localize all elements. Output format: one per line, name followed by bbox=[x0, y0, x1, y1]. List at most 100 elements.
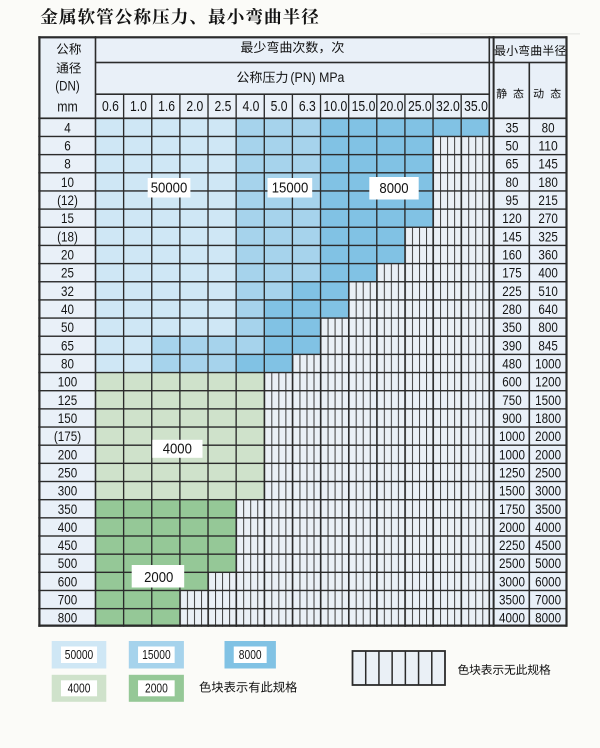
svg-text:350: 350 bbox=[58, 502, 77, 518]
svg-text:510: 510 bbox=[538, 284, 557, 300]
svg-text:350: 350 bbox=[502, 320, 521, 336]
svg-text:110: 110 bbox=[538, 139, 557, 155]
svg-text:20: 20 bbox=[61, 248, 74, 264]
svg-text:32: 32 bbox=[61, 284, 74, 300]
svg-text:mm: mm bbox=[57, 98, 78, 115]
svg-text:750: 750 bbox=[502, 393, 521, 409]
svg-text:(PN) MPa: (PN) MPa bbox=[290, 70, 344, 85]
svg-text:50: 50 bbox=[61, 320, 74, 336]
svg-text:5.0: 5.0 bbox=[271, 98, 288, 115]
svg-text:65: 65 bbox=[506, 157, 519, 173]
svg-text:700: 700 bbox=[58, 593, 77, 609]
svg-text:450: 450 bbox=[58, 538, 77, 554]
svg-text:10: 10 bbox=[61, 175, 74, 191]
svg-text:15000: 15000 bbox=[272, 181, 309, 197]
svg-text:800: 800 bbox=[58, 611, 77, 627]
svg-text:145: 145 bbox=[502, 229, 521, 245]
svg-text:3000: 3000 bbox=[535, 484, 561, 500]
svg-text:1000: 1000 bbox=[535, 357, 561, 373]
svg-text:7000: 7000 bbox=[535, 593, 561, 609]
svg-text:145: 145 bbox=[538, 157, 557, 173]
svg-text:10.0: 10.0 bbox=[324, 98, 348, 115]
svg-text:80: 80 bbox=[506, 175, 519, 191]
svg-text:65: 65 bbox=[61, 338, 74, 354]
svg-text:50: 50 bbox=[506, 139, 519, 155]
svg-text:1000: 1000 bbox=[499, 429, 525, 445]
svg-text:250: 250 bbox=[58, 465, 77, 481]
svg-text:225: 225 bbox=[502, 284, 521, 300]
svg-text:(18): (18) bbox=[57, 229, 78, 245]
svg-text:4500: 4500 bbox=[535, 538, 561, 554]
svg-text:(175): (175) bbox=[54, 429, 81, 445]
svg-text:4000: 4000 bbox=[68, 682, 91, 696]
svg-text:4.0: 4.0 bbox=[243, 98, 260, 115]
svg-text:1.6: 1.6 bbox=[158, 98, 175, 115]
svg-text:1500: 1500 bbox=[535, 393, 561, 409]
svg-text:80: 80 bbox=[542, 120, 555, 136]
svg-text:2.0: 2.0 bbox=[186, 98, 203, 115]
svg-text:1500: 1500 bbox=[499, 484, 525, 500]
svg-text:200: 200 bbox=[58, 447, 77, 463]
svg-text:4000: 4000 bbox=[163, 441, 192, 457]
svg-text:20.0: 20.0 bbox=[380, 98, 404, 115]
svg-text:4000: 4000 bbox=[499, 611, 525, 627]
svg-text:2000: 2000 bbox=[144, 570, 173, 586]
svg-text:150: 150 bbox=[58, 411, 77, 427]
svg-text:25: 25 bbox=[61, 266, 74, 282]
svg-text:360: 360 bbox=[538, 248, 557, 264]
svg-text:35.0: 35.0 bbox=[464, 98, 488, 115]
svg-text:4000: 4000 bbox=[535, 520, 561, 536]
svg-text:280: 280 bbox=[502, 302, 521, 318]
svg-text:15.0: 15.0 bbox=[352, 98, 376, 115]
svg-text:125: 125 bbox=[58, 393, 77, 409]
svg-text:2250: 2250 bbox=[499, 538, 525, 554]
svg-text:3000: 3000 bbox=[499, 574, 525, 590]
svg-text:32.0: 32.0 bbox=[436, 98, 460, 115]
svg-text:95: 95 bbox=[506, 193, 519, 209]
svg-text:3500: 3500 bbox=[535, 502, 561, 518]
svg-text:400: 400 bbox=[58, 520, 77, 536]
svg-text:1.0: 1.0 bbox=[130, 98, 147, 115]
svg-text:40: 40 bbox=[61, 302, 74, 318]
svg-text:325: 325 bbox=[538, 229, 557, 245]
svg-text:50000: 50000 bbox=[65, 648, 94, 662]
svg-text:120: 120 bbox=[502, 211, 521, 227]
svg-text:900: 900 bbox=[502, 411, 521, 427]
svg-text:175: 175 bbox=[502, 266, 521, 282]
svg-text:400: 400 bbox=[538, 266, 557, 282]
svg-text:2000: 2000 bbox=[499, 520, 525, 536]
svg-text:160: 160 bbox=[502, 248, 521, 264]
svg-text:8000: 8000 bbox=[239, 648, 262, 662]
svg-text:480: 480 bbox=[502, 357, 521, 373]
svg-text:100: 100 bbox=[58, 375, 77, 391]
svg-text:845: 845 bbox=[538, 338, 557, 354]
svg-text:4: 4 bbox=[64, 120, 71, 136]
svg-text:6.3: 6.3 bbox=[299, 98, 316, 115]
svg-text:8000: 8000 bbox=[379, 181, 408, 197]
svg-text:2000: 2000 bbox=[145, 682, 168, 696]
svg-text:1200: 1200 bbox=[535, 375, 561, 391]
svg-text:35: 35 bbox=[506, 120, 519, 136]
svg-text:6000: 6000 bbox=[535, 574, 561, 590]
svg-text:6: 6 bbox=[64, 139, 71, 155]
svg-text:390: 390 bbox=[502, 338, 521, 354]
svg-text:5000: 5000 bbox=[535, 556, 561, 572]
svg-text:8000: 8000 bbox=[535, 611, 561, 627]
svg-text:2500: 2500 bbox=[499, 556, 525, 572]
svg-text:50000: 50000 bbox=[151, 181, 188, 197]
svg-text:500: 500 bbox=[58, 556, 77, 572]
svg-text:180: 180 bbox=[538, 175, 557, 191]
svg-text:600: 600 bbox=[502, 375, 521, 391]
svg-text:270: 270 bbox=[538, 211, 557, 227]
svg-text:15: 15 bbox=[61, 211, 74, 227]
svg-text:8: 8 bbox=[64, 157, 71, 173]
svg-text:3500: 3500 bbox=[499, 593, 525, 609]
svg-text:2.5: 2.5 bbox=[214, 98, 231, 115]
svg-text:1800: 1800 bbox=[535, 411, 561, 427]
svg-text:2500: 2500 bbox=[535, 465, 561, 481]
svg-text:80: 80 bbox=[61, 357, 74, 373]
svg-text:640: 640 bbox=[538, 302, 557, 318]
svg-text:215: 215 bbox=[538, 193, 557, 209]
svg-text:0.6: 0.6 bbox=[102, 98, 119, 115]
svg-text:1750: 1750 bbox=[499, 502, 525, 518]
